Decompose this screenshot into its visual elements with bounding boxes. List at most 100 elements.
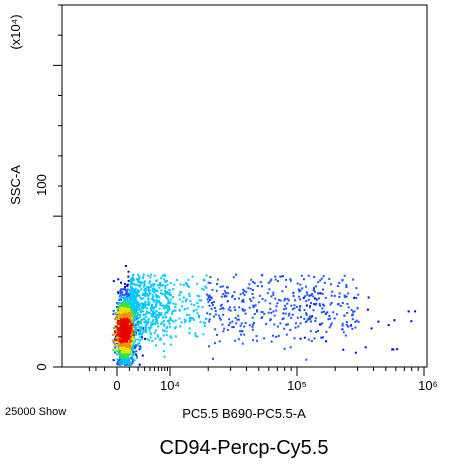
event-point xyxy=(129,288,132,291)
event-point xyxy=(227,292,230,295)
event-point xyxy=(135,355,138,358)
event-point xyxy=(317,330,319,332)
event-point xyxy=(174,309,177,312)
event-point xyxy=(267,311,270,314)
event-point xyxy=(164,287,167,289)
event-point xyxy=(127,300,130,303)
event-point xyxy=(173,309,175,312)
event-point xyxy=(235,322,238,325)
event-point xyxy=(294,299,297,302)
event-point xyxy=(133,316,136,319)
event-point xyxy=(188,332,191,335)
event-point xyxy=(117,303,120,305)
event-point xyxy=(166,279,169,282)
event-point xyxy=(259,281,262,284)
event-point xyxy=(124,315,127,318)
event-point xyxy=(250,278,253,281)
event-point xyxy=(354,320,357,323)
event-point xyxy=(112,348,115,351)
event-point xyxy=(144,337,146,340)
event-point xyxy=(138,304,141,307)
event-point xyxy=(269,280,272,283)
event-point xyxy=(129,297,132,300)
event-point xyxy=(120,359,123,362)
event-point xyxy=(266,292,269,295)
event-point xyxy=(118,320,121,322)
event-point xyxy=(122,355,125,358)
event-point xyxy=(121,310,124,313)
event-point xyxy=(296,282,299,285)
event-point xyxy=(166,290,169,293)
event-point xyxy=(238,306,241,309)
event-point xyxy=(119,329,122,332)
event-point xyxy=(150,326,153,329)
event-point xyxy=(297,288,300,291)
event-point xyxy=(214,310,217,313)
event-point xyxy=(208,298,211,301)
event-point xyxy=(188,295,191,298)
event-point xyxy=(129,327,131,330)
event-point xyxy=(122,307,125,310)
event-point xyxy=(144,290,147,293)
event-point xyxy=(128,331,131,334)
event-point xyxy=(208,320,211,323)
event-point xyxy=(306,319,309,322)
event-point xyxy=(112,280,115,283)
event-point xyxy=(226,300,229,303)
event-point xyxy=(168,325,171,328)
event-point xyxy=(152,311,154,314)
event-point xyxy=(252,296,255,299)
event-point xyxy=(117,311,119,314)
event-point xyxy=(126,321,129,324)
event-point xyxy=(326,311,329,314)
event-point xyxy=(304,321,307,323)
event-point xyxy=(305,313,308,316)
event-point xyxy=(119,328,122,331)
event-point xyxy=(154,337,157,340)
event-point xyxy=(148,289,151,292)
event-point xyxy=(143,289,146,292)
event-point xyxy=(135,303,138,306)
event-point xyxy=(198,314,200,317)
event-point xyxy=(168,293,171,296)
event-point xyxy=(263,337,266,340)
event-point xyxy=(270,311,273,314)
event-point xyxy=(269,308,272,311)
event-point xyxy=(166,292,169,295)
event-point xyxy=(130,314,133,317)
event-point xyxy=(184,319,187,322)
event-point xyxy=(133,293,135,295)
event-point xyxy=(123,327,126,330)
event-point xyxy=(298,309,301,312)
event-point xyxy=(252,281,255,283)
event-point xyxy=(163,273,166,276)
event-point xyxy=(147,320,150,323)
y-tick-label-100: 100 xyxy=(34,174,49,196)
event-point xyxy=(302,296,305,299)
event-point xyxy=(157,325,160,328)
event-point xyxy=(155,318,158,320)
event-point xyxy=(126,358,129,361)
event-point xyxy=(140,333,143,336)
event-point xyxy=(209,296,212,299)
event-point xyxy=(129,291,132,294)
event-point xyxy=(225,295,228,298)
event-point xyxy=(329,283,332,286)
event-point xyxy=(213,342,216,345)
event-point xyxy=(128,315,130,318)
event-point xyxy=(147,300,150,303)
event-point xyxy=(124,329,127,332)
event-point xyxy=(144,306,147,309)
event-point xyxy=(132,319,135,322)
event-point xyxy=(118,352,121,355)
event-point xyxy=(118,308,121,311)
event-point xyxy=(116,306,118,308)
event-point xyxy=(244,312,247,315)
event-point xyxy=(152,284,155,287)
event-point xyxy=(251,293,254,295)
event-point xyxy=(232,326,235,329)
event-point xyxy=(302,278,305,281)
event-point xyxy=(290,304,293,307)
event-point xyxy=(242,300,245,303)
event-point xyxy=(317,297,320,300)
